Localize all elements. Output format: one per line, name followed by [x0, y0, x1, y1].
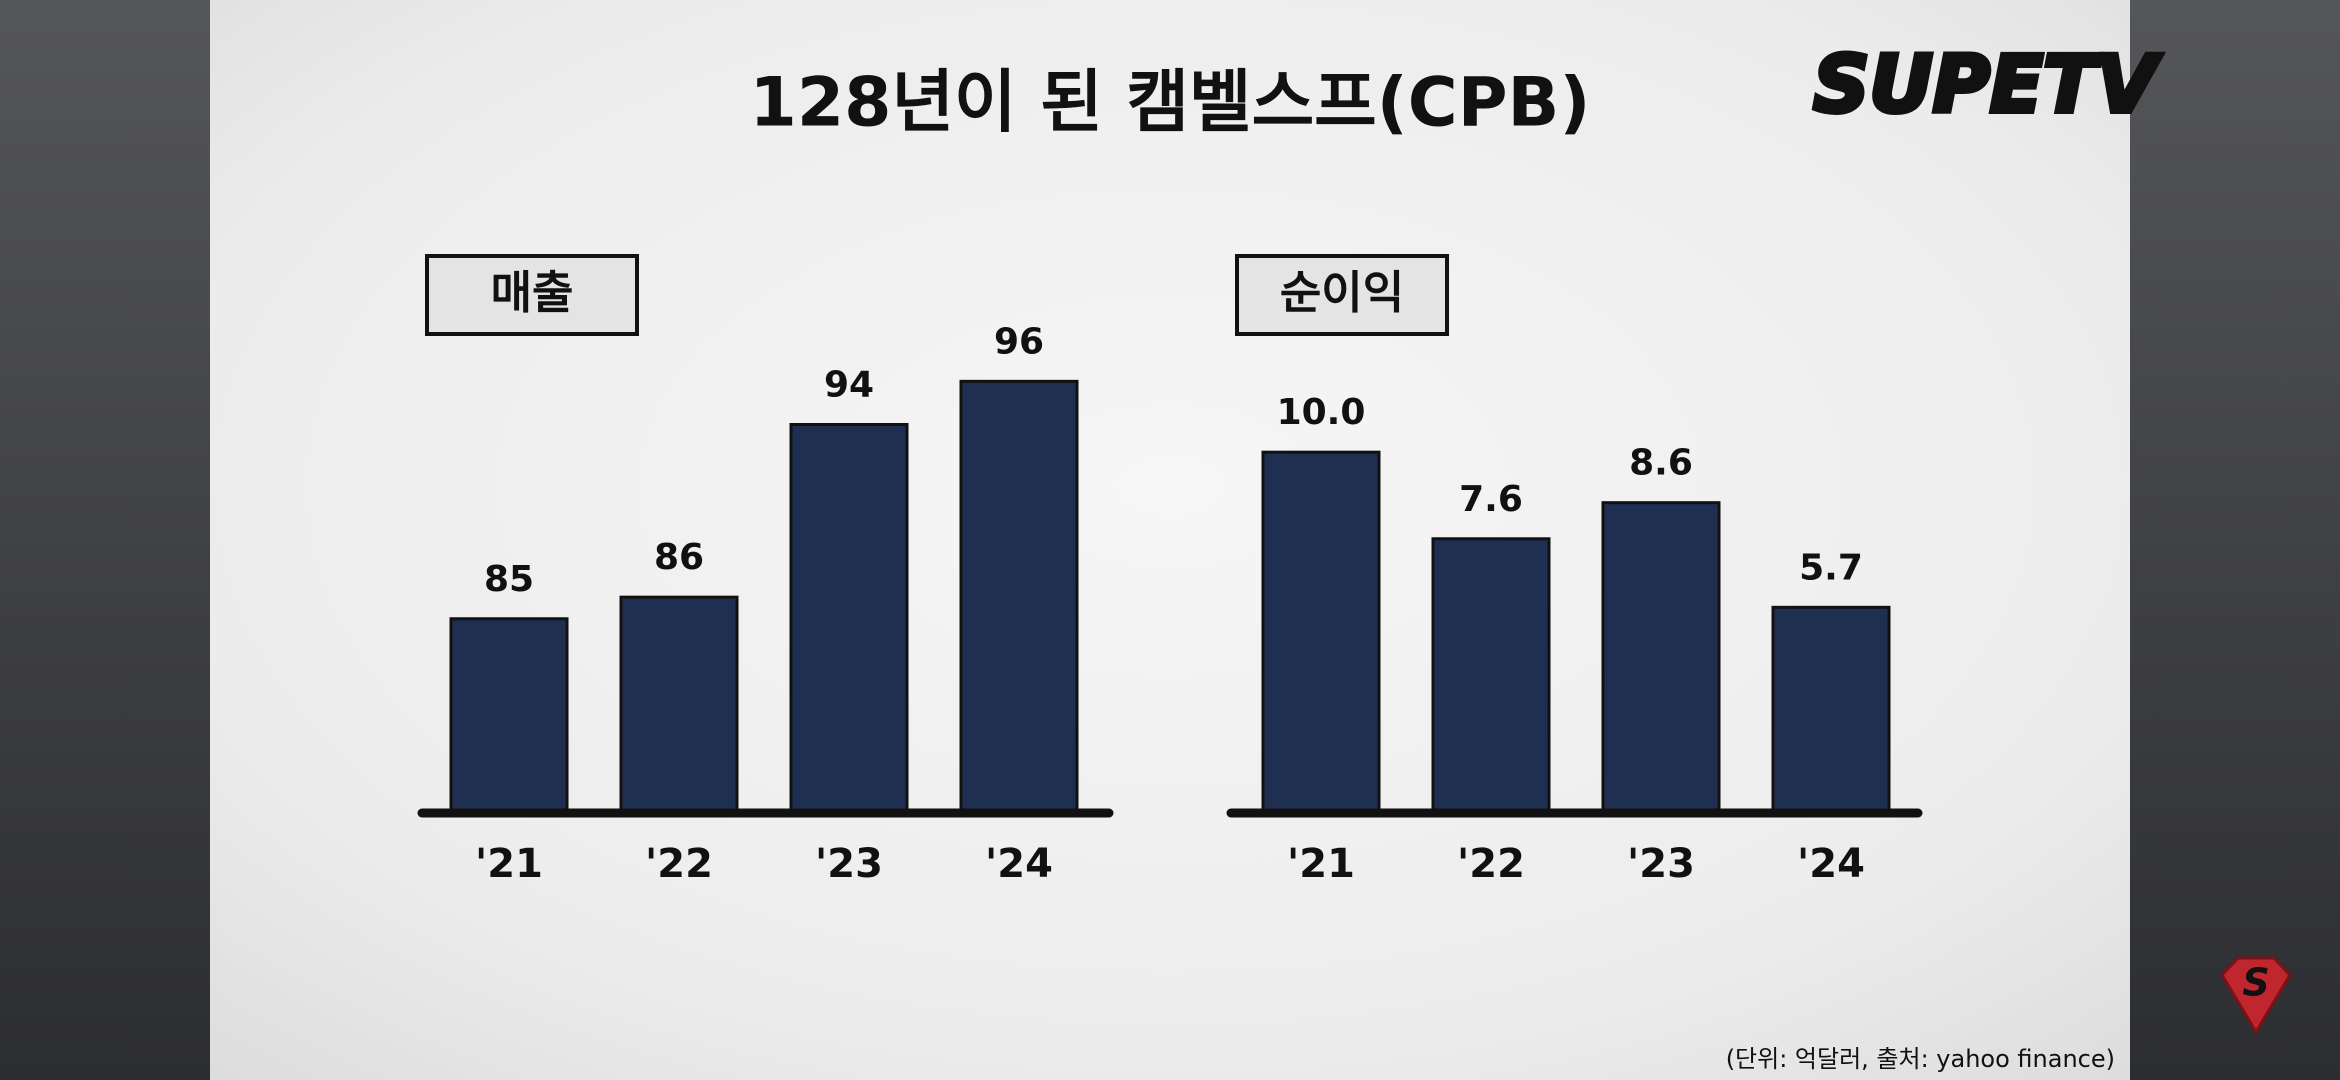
logo: SUPETV — [1811, 38, 2165, 133]
x-tick-label: '21 — [475, 841, 543, 887]
source-note: (단위: 억달러, 출처: yahoo finance) — [1726, 1045, 2115, 1073]
chart-title-box — [425, 254, 639, 336]
bar — [1261, 450, 1381, 815]
bar — [619, 595, 739, 815]
x-tick-label: '24 — [1797, 841, 1865, 887]
chart: 매출 85 '21 86 '22 94 '23 96 '24 — [417, 254, 1114, 887]
value-label: 8.6 — [1629, 443, 1693, 484]
x-tick-label: '22 — [645, 841, 713, 887]
value-label: 96 — [994, 321, 1044, 362]
value-label: 7.6 — [1459, 479, 1523, 520]
bar — [1771, 605, 1891, 815]
x-tick-label: '21 — [1287, 841, 1355, 887]
x-tick-label: '24 — [985, 841, 1053, 887]
bar — [449, 617, 569, 815]
x-tick-label: '23 — [815, 841, 883, 887]
superman-icon: S — [2220, 956, 2292, 1035]
value-label: 85 — [484, 559, 534, 600]
bar — [789, 423, 909, 815]
bar — [1431, 537, 1551, 815]
slide-title: 128년이 된 캠벨스프(CPB) — [750, 64, 1591, 143]
chart: 순이익 10.0 '21 7.6 '22 8.6 '23 5.7 '24 — [1226, 254, 1923, 887]
value-label: 86 — [654, 537, 704, 578]
value-label: 10.0 — [1277, 392, 1366, 433]
chart-title: 순이익 — [1280, 266, 1404, 319]
bar — [1601, 501, 1721, 815]
x-tick-label: '22 — [1457, 841, 1525, 887]
value-label: 5.7 — [1799, 547, 1863, 588]
chart-title-box — [1235, 254, 1449, 336]
value-label: 94 — [824, 365, 874, 406]
slide — [210, 0, 2130, 1080]
bar — [959, 379, 1079, 815]
svg-text:S: S — [2242, 961, 2269, 1005]
x-tick-label: '23 — [1627, 841, 1695, 887]
logo-text: SUPETV — [1813, 40, 2162, 130]
chart-title: 매출 — [491, 266, 574, 319]
